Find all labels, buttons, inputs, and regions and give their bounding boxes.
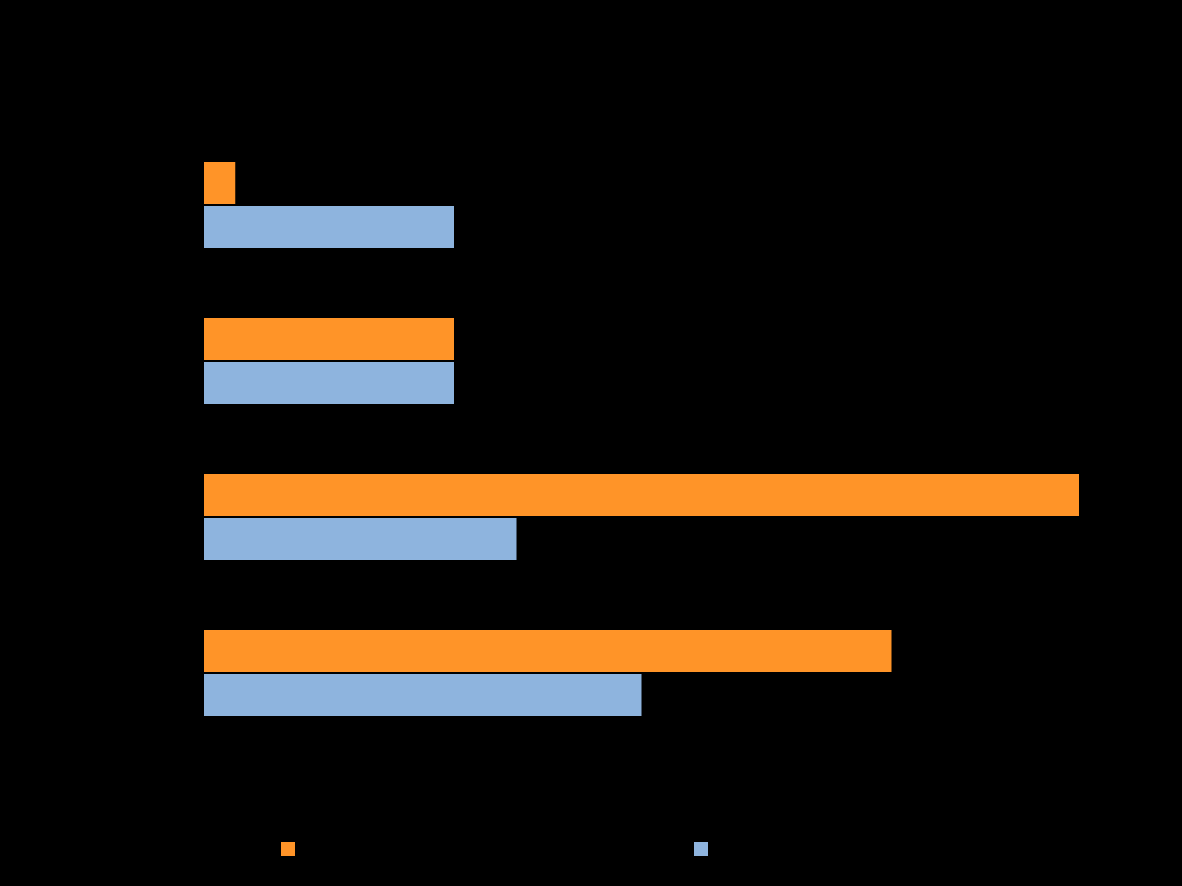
chart-plot-area [204,162,1079,716]
bar-series-2-category-4 [204,674,642,716]
bar-series-1-category-1 [204,162,236,204]
legend-swatch-series-1 [281,842,295,856]
bar-series-1-category-4 [204,630,892,672]
bar-series-2-category-2 [204,362,454,404]
chart-legend [0,838,1182,860]
legend-swatch-series-2 [694,842,708,856]
legend-item-series-1 [281,838,303,860]
bar-series-2-category-3 [204,518,517,560]
bar-series-2-category-1 [204,206,454,248]
bar-series-1-category-3 [204,474,1079,516]
legend-item-series-2 [694,838,716,860]
bar-series-1-category-2 [204,318,454,360]
